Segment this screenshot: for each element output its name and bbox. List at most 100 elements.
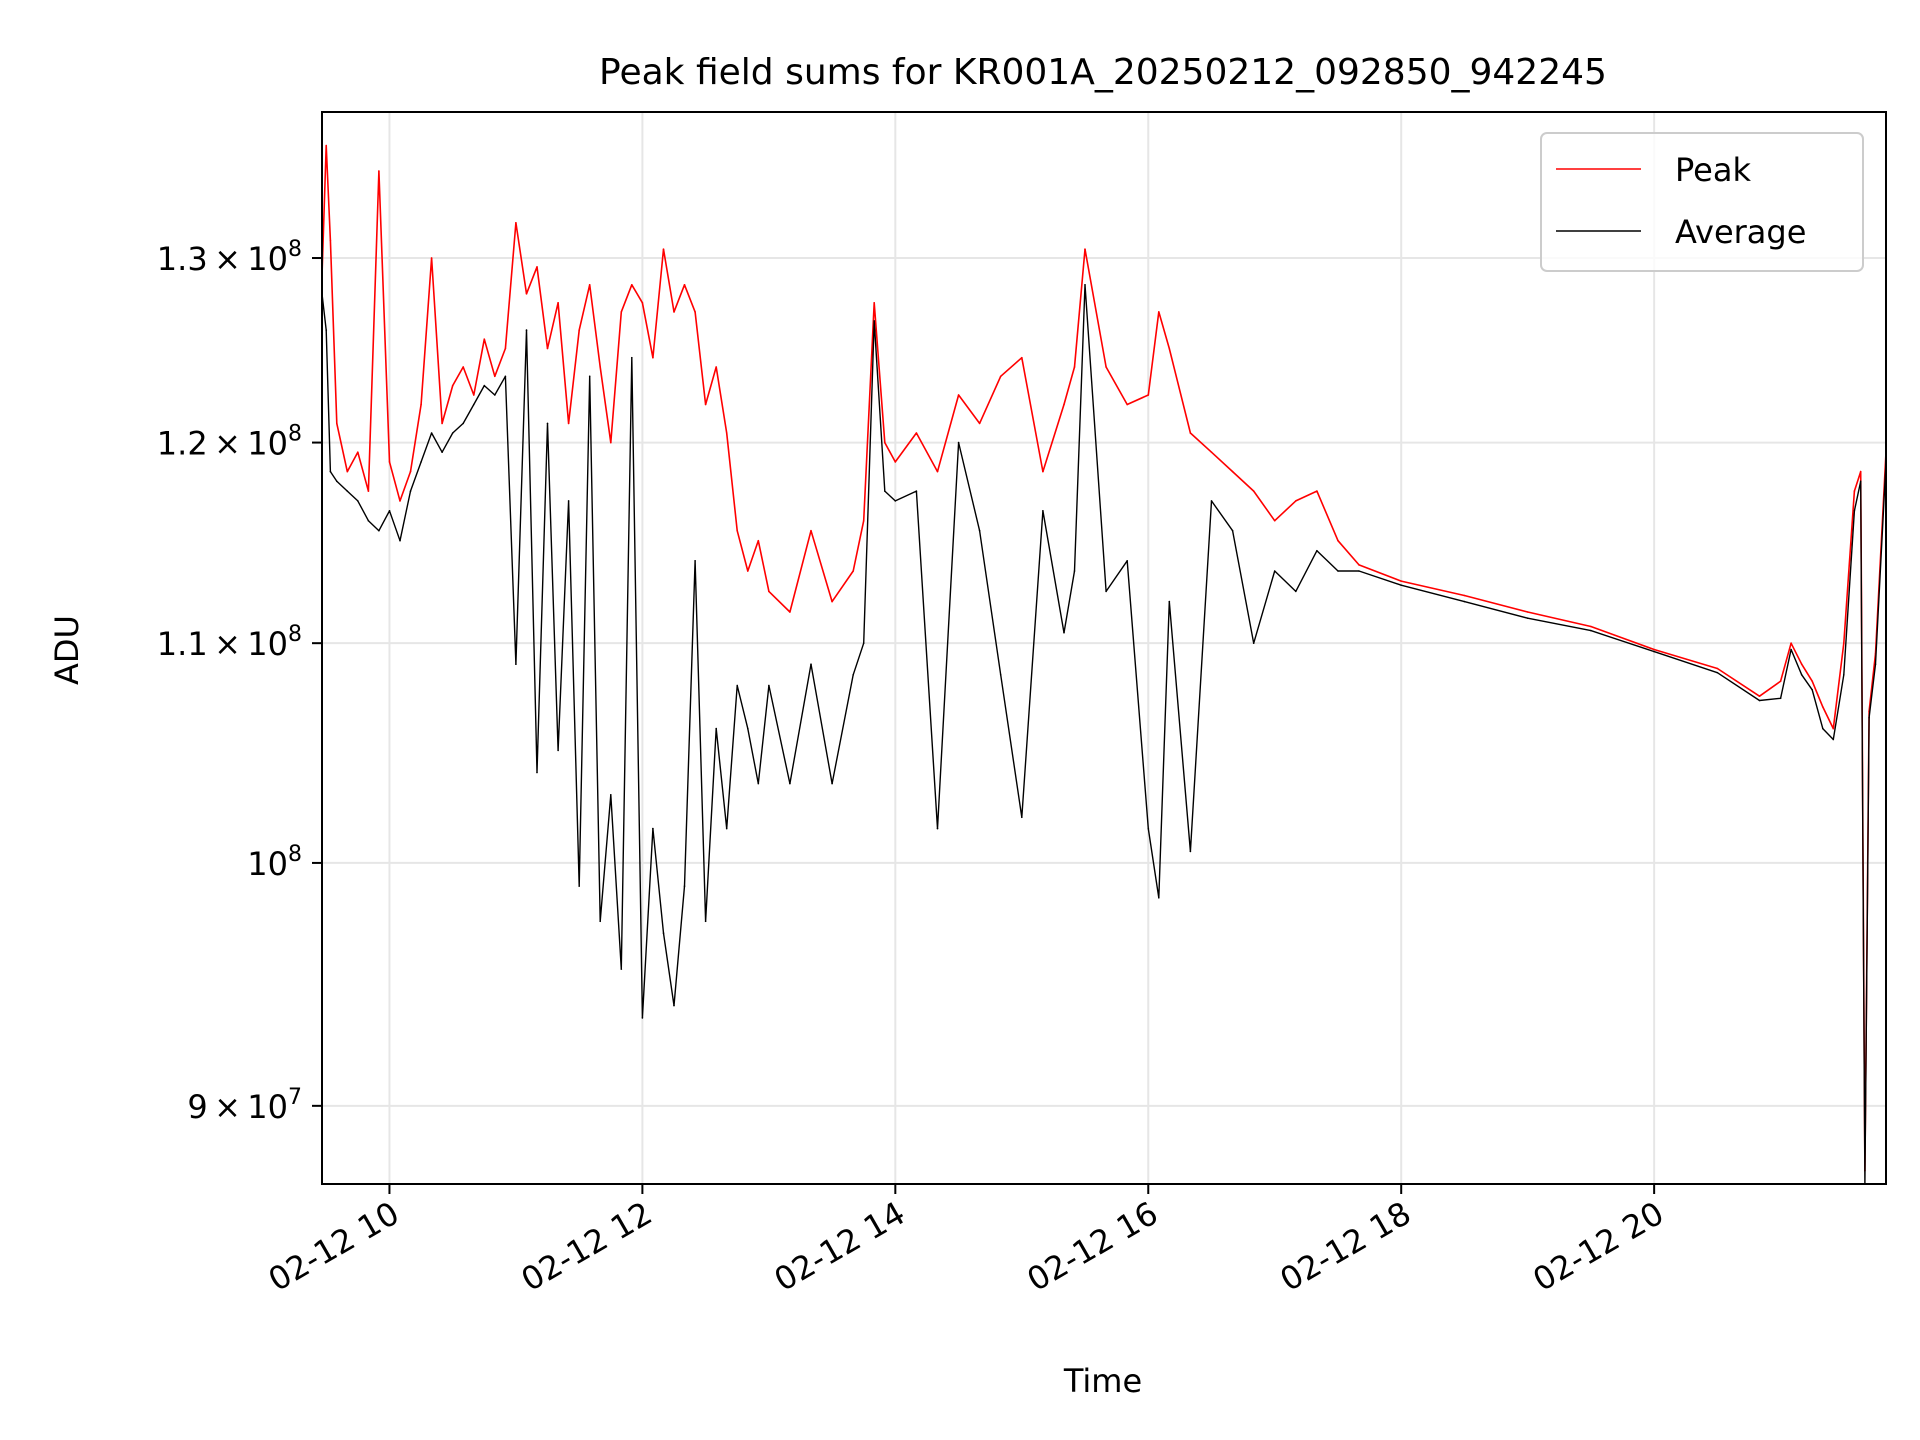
data-point-average	[430, 432, 433, 434]
y-axis-label: ADU	[48, 615, 86, 685]
data-point-peak	[1189, 432, 1192, 434]
data-point-peak	[884, 441, 886, 444]
data-point-average	[757, 782, 760, 785]
data-point-peak	[631, 284, 633, 286]
data-point-peak	[1779, 680, 1782, 682]
data-point-peak	[662, 248, 665, 250]
data-point-peak	[1843, 642, 1845, 644]
data-point-average	[1758, 699, 1761, 702]
data-point-peak	[336, 422, 338, 425]
data-point-peak	[494, 375, 496, 378]
data-point-peak	[1758, 695, 1761, 697]
data-point-peak	[1526, 611, 1529, 613]
data-point-peak	[378, 170, 380, 172]
y-axis: 9 × 107 108 1.1 × 108 1.2 × 108 1.3 × 108	[157, 237, 322, 1126]
legend-box	[1540, 132, 1864, 272]
y-tick-label: 9 × 107	[187, 1085, 302, 1126]
data-point-peak	[599, 366, 601, 368]
data-point-peak	[483, 338, 486, 341]
data-point-average	[357, 500, 359, 502]
data-point-average	[1021, 816, 1023, 819]
data-point-average	[399, 539, 401, 542]
data-point-peak	[1063, 403, 1065, 406]
data-point-average	[451, 432, 454, 434]
data-point-peak	[936, 470, 939, 473]
y-tick-label: 108	[247, 842, 302, 883]
data-point-peak	[736, 529, 738, 532]
data-point-peak	[1126, 403, 1128, 406]
data-point-peak	[1316, 490, 1318, 492]
data-point-average	[1853, 510, 1856, 512]
series-peak	[322, 144, 1886, 1172]
data-point-average	[1147, 827, 1150, 830]
data-point-peak	[451, 384, 454, 387]
data-point-peak	[1042, 470, 1044, 473]
data-point-peak	[641, 302, 644, 304]
data-point-average	[1779, 697, 1782, 700]
data-point-peak	[957, 394, 960, 396]
data-point-average	[441, 451, 443, 454]
data-point-peak	[1147, 394, 1150, 396]
data-point-peak	[357, 451, 359, 454]
data-point-average	[420, 461, 422, 463]
data-point-average	[378, 529, 380, 532]
data-point-peak	[1021, 356, 1023, 359]
data-point-average	[1822, 727, 1824, 730]
data-point-average	[588, 375, 591, 378]
data-point-average	[978, 529, 981, 532]
data-point-average	[462, 422, 465, 425]
data-point-average	[610, 794, 612, 796]
data-point-peak	[329, 239, 332, 242]
data-point-peak	[367, 490, 370, 492]
data-point-peak	[810, 529, 812, 532]
data-point-peak	[1358, 564, 1360, 566]
data-point-average	[1716, 671, 1719, 674]
data-point-peak	[588, 284, 591, 286]
data-point-average	[546, 422, 549, 425]
data-point-peak	[1273, 519, 1276, 522]
data-point-average	[494, 394, 496, 396]
legend-label-peak: Peak	[1675, 151, 1751, 189]
data-point-average	[578, 885, 580, 887]
data-point-average	[641, 1017, 644, 1019]
data-point-peak	[1853, 490, 1856, 492]
data-point-average	[957, 441, 960, 444]
data-point-peak	[525, 293, 528, 295]
data-point-average	[810, 663, 812, 665]
data-point-average	[346, 490, 349, 492]
data-point-average	[894, 500, 897, 502]
data-point-peak	[715, 366, 717, 368]
data-point-average	[999, 674, 1002, 676]
data-point-peak	[862, 519, 865, 522]
data-point-peak	[757, 539, 760, 542]
data-point-peak	[1084, 248, 1086, 250]
data-point-average	[915, 490, 918, 492]
data-point-average	[704, 920, 707, 923]
data-point-peak	[673, 311, 675, 313]
data-point-peak	[1252, 490, 1255, 492]
data-point-average	[1042, 510, 1044, 512]
data-point-peak	[1105, 366, 1107, 368]
data-point-peak	[388, 461, 391, 463]
data-point-peak	[978, 422, 981, 425]
data-point-peak	[1158, 311, 1160, 313]
data-point-peak	[915, 432, 918, 434]
data-point-average	[1790, 648, 1792, 651]
data-point-peak	[725, 432, 728, 434]
data-point-average	[789, 782, 791, 785]
data-point-peak	[683, 284, 686, 286]
data-point-average	[1210, 500, 1213, 502]
data-point-average	[1158, 897, 1160, 899]
data-point-average	[1868, 716, 1870, 719]
data-point-peak	[557, 302, 559, 304]
data-point-peak	[430, 257, 433, 259]
data-point-average	[409, 490, 412, 492]
plot-area-frame	[321, 111, 1887, 1185]
legend: Peak Average	[1540, 132, 1864, 272]
data-point-average	[652, 827, 654, 830]
data-point-peak	[1073, 366, 1076, 368]
data-point-average	[515, 663, 517, 665]
data-point-peak	[1168, 347, 1171, 350]
data-point-peak	[1400, 580, 1402, 582]
